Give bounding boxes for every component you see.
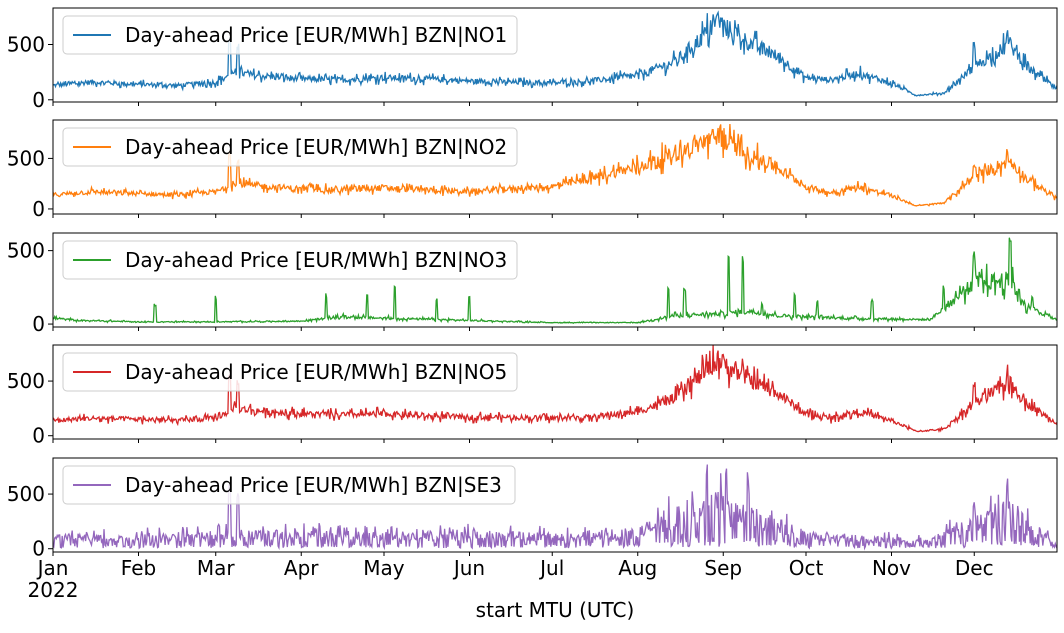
legend: Day-ahead Price [EUR/MWh] BZN|SE3 xyxy=(62,465,516,505)
legend-label: Day-ahead Price [EUR/MWh] BZN|SE3 xyxy=(125,473,502,497)
legend-label: Day-ahead Price [EUR/MWh] BZN|NO5 xyxy=(125,360,507,384)
legend-box xyxy=(62,15,518,55)
legend: Day-ahead Price [EUR/MWh] BZN|NO1 xyxy=(62,15,518,55)
y-tick-label: 500 xyxy=(7,369,45,393)
x-tick-label: May xyxy=(363,556,405,580)
series-line xyxy=(53,464,1057,551)
axes-frame xyxy=(52,344,1058,440)
subplot-3: 0 500 Day-ahead Price [EUR/MWh] BZN|NO3 xyxy=(7,232,1058,336)
legend-label: Day-ahead Price [EUR/MWh] BZN|NO3 xyxy=(125,248,507,272)
series-line xyxy=(53,123,1057,207)
y-tick-label: 0 xyxy=(32,312,45,336)
x-tick-label: Dec xyxy=(955,556,994,580)
series-line xyxy=(53,345,1057,433)
legend-label: Day-ahead Price [EUR/MWh] BZN|NO2 xyxy=(125,135,507,159)
y-tick-label: 500 xyxy=(7,482,45,506)
series-line xyxy=(53,237,1057,324)
subplot-4: 0 500 Day-ahead Price [EUR/MWh] BZN|NO5 xyxy=(7,344,1058,448)
axes-frame xyxy=(52,457,1058,553)
x-year-label: 2022 xyxy=(28,578,79,602)
y-tick-label: 0 xyxy=(32,537,45,561)
subplot-2: 0 500 Day-ahead Price [EUR/MWh] BZN|NO2 xyxy=(7,119,1058,221)
x-tick-label: Aug xyxy=(618,556,657,580)
y-tick-label: 0 xyxy=(32,88,45,112)
legend: Day-ahead Price [EUR/MWh] BZN|NO5 xyxy=(62,352,518,392)
x-tick-label: Jan xyxy=(36,556,69,580)
legend-box xyxy=(62,127,518,167)
legend-box xyxy=(62,465,516,505)
legend-label: Day-ahead Price [EUR/MWh] BZN|NO1 xyxy=(125,23,507,47)
x-tick-label: Jun xyxy=(452,556,485,580)
x-tick-label: Mar xyxy=(197,556,236,580)
axes-frame xyxy=(52,232,1058,328)
legend-box xyxy=(62,240,518,280)
y-tick-label: 500 xyxy=(7,32,45,56)
x-tick-label: Jul xyxy=(538,556,564,580)
y-tick-label: 0 xyxy=(32,424,45,448)
series-line xyxy=(53,10,1057,97)
legend: Day-ahead Price [EUR/MWh] BZN|NO2 xyxy=(62,127,518,167)
x-tick-label: Apr xyxy=(284,556,319,580)
x-tick-label: Oct xyxy=(789,556,824,580)
x-axis-label: start MTU (UTC) xyxy=(476,598,635,622)
y-tick-label: 500 xyxy=(7,146,45,170)
y-tick-label: 500 xyxy=(7,239,45,263)
x-tick-label: Nov xyxy=(872,556,911,580)
legend: Day-ahead Price [EUR/MWh] BZN|NO3 xyxy=(62,240,518,280)
axes-frame xyxy=(52,119,1058,215)
subplot-5: 0 500 Day-ahead Price [EUR/MWh] BZN|SE3 xyxy=(7,457,1058,561)
legend-box xyxy=(62,352,518,392)
axes-frame xyxy=(52,7,1058,103)
y-tick-label: 0 xyxy=(32,197,45,221)
x-tick-label: Feb xyxy=(121,556,156,580)
subplot-1: 0 500 Day-ahead Price [EUR/MWh] BZN|NO1 xyxy=(7,7,1058,112)
x-tick-label: Sep xyxy=(704,556,742,580)
